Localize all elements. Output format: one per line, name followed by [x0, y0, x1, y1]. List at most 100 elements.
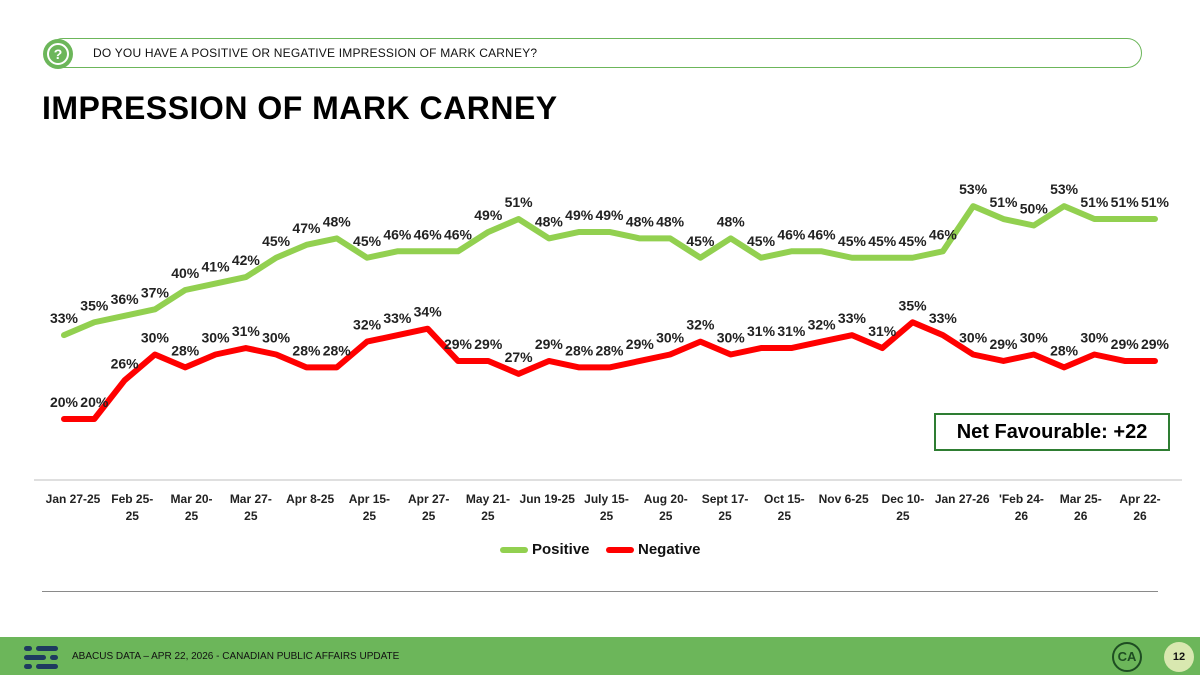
x-tick-label: 26 [1133, 509, 1147, 523]
positive-series-data-label: 53% [959, 181, 988, 197]
x-tick-label: Aug 20- [644, 492, 688, 506]
negative-series-data-label: 30% [959, 330, 988, 346]
x-tick-label: Mar 20- [171, 492, 213, 506]
abacus-logo-icon [24, 646, 58, 669]
question-icon: ? [43, 39, 73, 69]
positive-series-data-label: 36% [111, 291, 140, 307]
positive-series-data-label: 45% [838, 233, 867, 249]
positive-series-data-label: 37% [141, 284, 170, 300]
x-tick-label: 25 [185, 509, 199, 523]
x-tick-label: Apr 27- [408, 492, 449, 506]
positive-series-data-label: 41% [202, 259, 231, 275]
negative-series-data-label: 26% [111, 355, 140, 371]
line-chart: Jan 27-25 Feb 25- 25 Mar 20- 25 Mar 27- 25 Apr … [34, 181, 1182, 523]
positive-series-data-label: 51% [1111, 194, 1140, 210]
x-tick-label: 25 [244, 509, 258, 523]
x-tick-label: Nov 6-25 [819, 492, 869, 506]
positive-series-data-label: 45% [686, 233, 715, 249]
negative-series-data-label: 29% [1141, 336, 1170, 352]
negative-series-data-label: 29% [535, 336, 564, 352]
x-tick-label: 25 [126, 509, 140, 523]
negative-series-data-label: 29% [1111, 336, 1140, 352]
negative-series-data-label: 32% [686, 317, 715, 333]
x-tick-label: 25 [363, 509, 377, 523]
legend-negative-label: Negative [638, 541, 701, 558]
legend-positive-swatch [500, 547, 528, 554]
positive-series-data-label: 45% [353, 233, 382, 249]
x-tick-label: Apr 8-25 [286, 492, 334, 506]
net-favourable-box: Net Favourable: +22 [934, 413, 1170, 451]
positive-series-data-label: 46% [444, 226, 473, 242]
legend-negative: Negative [606, 541, 701, 558]
x-tick-label: Dec 10- [882, 492, 925, 506]
positive-series-data-label: 50% [1020, 201, 1049, 217]
positive-series-data-label: 42% [232, 252, 261, 268]
negative-series-data-label: 30% [202, 330, 231, 346]
x-tick-label: Feb 25- [111, 492, 153, 506]
negative-series-data-label: 31% [777, 323, 806, 339]
x-tick-label: 25 [481, 509, 495, 523]
svg-text:?: ? [54, 46, 63, 62]
x-tick-label: 25 [659, 509, 673, 523]
negative-series-data-label: 28% [565, 342, 594, 358]
negative-series-data-label: 20% [50, 394, 79, 410]
negative-series-data-label: 33% [383, 310, 412, 326]
positive-series-data-label: 45% [868, 233, 897, 249]
positive-series-data-label: 49% [565, 207, 594, 223]
negative-series-data-label: 29% [444, 336, 473, 352]
x-tick-label: Sept 17- [702, 492, 749, 506]
x-tick-label: 26 [1015, 509, 1029, 523]
negative-series-data-label: 28% [323, 342, 352, 358]
negative-series-data-label: 28% [1050, 342, 1079, 358]
positive-series-data-label: 46% [808, 226, 837, 242]
legend-negative-swatch [606, 547, 634, 554]
legend-positive: Positive [500, 541, 590, 558]
positive-series-data-label: 51% [505, 194, 534, 210]
negative-series-data-label: 29% [626, 336, 655, 352]
positive-series-data-label: 48% [717, 213, 746, 229]
x-tick-label: 25 [600, 509, 614, 523]
x-tick-label: Jun 19-25 [520, 492, 576, 506]
negative-series-data-label: 27% [505, 349, 534, 365]
positive-series-data-label: 51% [1080, 194, 1109, 210]
x-tick-label: Mar 27- [230, 492, 272, 506]
negative-series-data-label: 30% [262, 330, 291, 346]
positive-series-data-label: 46% [383, 226, 412, 242]
negative-series-data-label: 31% [868, 323, 897, 339]
negative-series-data-label: 35% [899, 297, 928, 313]
negative-series-data-label: 28% [292, 342, 321, 358]
positive-series-data-label: 49% [595, 207, 624, 223]
x-tick-label: 25 [718, 509, 732, 523]
positive-series-data-label: 48% [656, 213, 685, 229]
positive-series-data-label: 45% [262, 233, 291, 249]
positive-series-data-label: 51% [989, 194, 1018, 210]
negative-series-data-label: 30% [656, 330, 685, 346]
negative-series-data-label: 20% [80, 394, 109, 410]
negative-series-data-label: 33% [838, 310, 867, 326]
positive-series-data-label: 48% [535, 213, 564, 229]
x-tick-label: 'Feb 24- [999, 492, 1044, 506]
positive-series-data-label: 46% [929, 226, 958, 242]
ca-logo-icon: CA [1112, 642, 1142, 672]
positive-series-data-label: 49% [474, 207, 503, 223]
page-number: 12 [1164, 642, 1194, 672]
x-tick-label: Jan 27-25 [46, 492, 101, 506]
negative-series-data-label: 31% [232, 323, 261, 339]
negative-series-data-label: 30% [141, 330, 170, 346]
legend-positive-label: Positive [532, 541, 590, 558]
negative-series-data-label: 32% [808, 317, 837, 333]
positive-series-data-label: 48% [626, 213, 655, 229]
positive-series-data-label: 45% [747, 233, 776, 249]
positive-series-data-label: 35% [80, 297, 109, 313]
negative-series-data-label: 32% [353, 317, 382, 333]
footer-bar [0, 637, 1200, 675]
negative-series-data-label: 30% [1020, 330, 1049, 346]
positive-series-data-label: 40% [171, 265, 200, 281]
x-tick-label: May 21- [466, 492, 510, 506]
x-tick-label: Apr 15- [349, 492, 390, 506]
negative-series-data-label: 30% [717, 330, 746, 346]
page-title: IMPRESSION OF MARK CARNEY [42, 90, 558, 126]
positive-series-data-label: 33% [50, 310, 79, 326]
positive-series-data-label: 48% [323, 213, 352, 229]
positive-series-data-label: 45% [899, 233, 928, 249]
